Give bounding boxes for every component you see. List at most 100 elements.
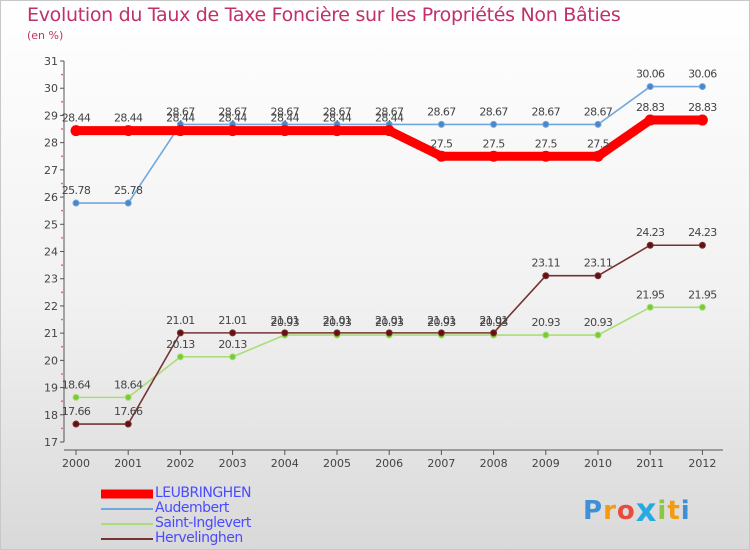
x-tick-label: 2000 (62, 457, 90, 470)
legend-swatch (101, 537, 153, 540)
y-minor-tick (61, 373, 63, 375)
data-label: 21.01 (218, 314, 247, 327)
logo-letter: o (616, 496, 636, 526)
legend-label: Hervelinghen (155, 530, 243, 546)
data-label: 27.5 (483, 137, 506, 150)
data-point (644, 114, 656, 126)
data-point (437, 329, 445, 337)
x-tick-label: 2007 (427, 457, 455, 470)
data-point (437, 120, 445, 128)
data-label: 18.64 (114, 378, 143, 391)
x-tick-label: 2002 (166, 457, 194, 470)
data-point (124, 199, 132, 207)
data-label: 28.44 (323, 112, 352, 125)
y-minor-tick (61, 345, 63, 348)
data-point (229, 353, 237, 361)
data-label: 28.67 (584, 105, 613, 118)
data-point (385, 329, 393, 337)
data-label: 28.67 (271, 105, 300, 118)
proxiti-logo: Proxiti (583, 489, 691, 529)
data-label: 24.23 (636, 226, 665, 239)
x-tick-label: 2006 (375, 457, 403, 470)
y-tick-label: 28 (44, 137, 58, 150)
data-label: 20.93 (271, 316, 300, 329)
y-tick-label: 18 (44, 409, 58, 422)
data-label: 23.11 (532, 257, 561, 270)
y-tick-label: 25 (44, 218, 58, 231)
y-tick-label: 26 (44, 191, 58, 204)
x-tick-label: 2003 (219, 457, 247, 470)
y-minor-tick (61, 427, 63, 430)
data-label: 28.67 (532, 105, 561, 118)
y-tick-label: 31 (44, 55, 58, 68)
chart-subtitle: (en %) (27, 29, 64, 42)
x-tick-label: 2008 (480, 457, 508, 470)
legend-swatch (101, 507, 153, 510)
data-point (646, 241, 654, 249)
data-label: 28.83 (688, 101, 717, 114)
y-tick-label: 17 (44, 436, 58, 449)
data-label: 27.5 (535, 137, 558, 150)
legend-label: Saint-Inglevert (155, 515, 251, 531)
x-tick-label: 2009 (532, 457, 560, 470)
data-point (646, 83, 654, 91)
data-label: 21.01 (271, 314, 300, 327)
data-point (333, 329, 341, 337)
data-label: 18.64 (62, 378, 91, 391)
data-point (435, 150, 447, 162)
data-point (174, 125, 186, 137)
data-label: 21.95 (636, 288, 665, 301)
data-point (227, 125, 239, 137)
y-minor-tick (61, 318, 63, 321)
y-tick-label: 22 (44, 300, 58, 313)
data-point (124, 420, 132, 428)
data-point (540, 150, 552, 162)
data-point (698, 303, 706, 311)
y-tick-label: 21 (44, 327, 58, 340)
legend-label: Audembert (155, 500, 229, 516)
data-point (488, 150, 500, 162)
x-tick-label: 2005 (323, 457, 351, 470)
data-label: 21.01 (375, 314, 404, 327)
data-label: 20.93 (532, 316, 561, 329)
data-point (72, 420, 80, 428)
data-label: 20.13 (166, 338, 195, 351)
y-minor-tick (61, 291, 63, 294)
data-label: 28.83 (636, 101, 665, 114)
data-label: 20.93 (584, 316, 613, 329)
data-label: 28.44 (114, 112, 143, 125)
x-tick-label: 2012 (688, 457, 716, 470)
legend-swatch (101, 489, 153, 498)
data-label: 28.67 (166, 105, 195, 118)
data-label: 21.95 (688, 288, 717, 301)
data-label: 21.01 (166, 314, 195, 327)
data-label: 25.78 (114, 184, 143, 197)
data-point (176, 353, 184, 361)
data-label: 20.13 (218, 338, 247, 351)
y-minor-tick (61, 128, 63, 130)
data-point (698, 83, 706, 91)
data-point (229, 329, 237, 337)
data-label: 28.67 (479, 105, 508, 118)
y-minor-tick (61, 100, 63, 103)
y-minor-tick (61, 400, 63, 403)
logo-letter: i (657, 496, 668, 526)
data-point (594, 331, 602, 339)
logo-letter: t (667, 496, 681, 526)
data-point (646, 303, 654, 311)
y-minor-tick (61, 73, 63, 76)
data-point (696, 114, 708, 126)
data-label: 28.44 (271, 112, 300, 125)
data-label: 28.44 (62, 112, 91, 125)
data-label: 30.06 (688, 68, 717, 81)
data-point (542, 331, 550, 339)
data-label: 20.93 (427, 316, 456, 329)
logo-letter: i (680, 496, 691, 526)
data-point (72, 199, 80, 207)
y-tick-label: 19 (44, 382, 58, 395)
data-label: 20.93 (323, 316, 352, 329)
chart-title: Evolution du Taux de Taxe Foncière sur l… (27, 4, 621, 26)
data-label: 21.01 (427, 314, 456, 327)
